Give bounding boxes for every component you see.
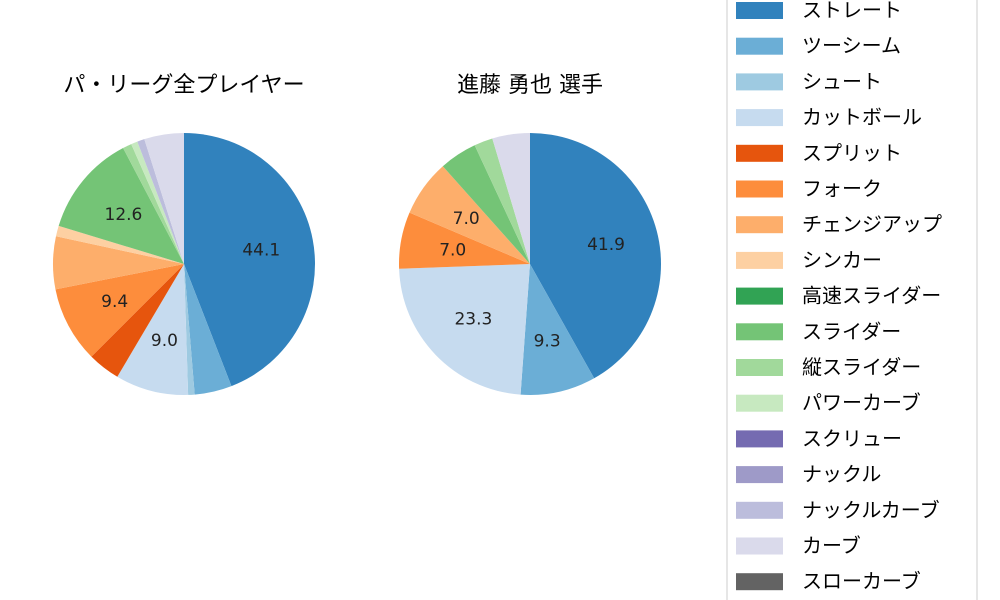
legend-label: ナックルカーブ bbox=[802, 498, 940, 522]
slice-value-label: 9.0 bbox=[151, 331, 178, 351]
pie-slice bbox=[117, 264, 189, 395]
pie-chart-league: パ・リーグ全プレイヤー 44.1 9.0 9.4 12.6 bbox=[52, 73, 316, 395]
legend: ストレートツーシームシュートカットボールスプリットフォークチェンジアップシンカー… bbox=[726, 0, 978, 600]
slice-value-label: 7.0 bbox=[453, 209, 480, 229]
legend-label: ツーシーム bbox=[802, 34, 901, 58]
legend-swatch bbox=[736, 501, 783, 519]
legend-swatch bbox=[736, 251, 783, 269]
legend-swatch bbox=[736, 287, 783, 305]
legend-swatch bbox=[736, 466, 783, 484]
pie-slice bbox=[520, 264, 595, 395]
legend-swatch bbox=[736, 216, 783, 234]
legend-swatch bbox=[736, 573, 783, 591]
slice-value-label: 41.9 bbox=[587, 235, 625, 255]
legend-swatch bbox=[736, 430, 783, 448]
legend-label: ナックル bbox=[802, 462, 881, 486]
legend-label: シンカー bbox=[802, 248, 882, 272]
legend-label: フォーク bbox=[802, 177, 882, 201]
pie-slice bbox=[58, 148, 184, 264]
legend-label: チェンジアップ bbox=[802, 212, 942, 236]
pie-title-league: パ・リーグ全プレイヤー bbox=[63, 73, 304, 98]
slice-value-label: 23.3 bbox=[454, 310, 492, 330]
slice-value-label: 44.1 bbox=[242, 241, 280, 261]
legend-label: パワーカーブ bbox=[802, 391, 921, 415]
legend-label: カーブ bbox=[802, 534, 861, 558]
legend-swatch bbox=[736, 537, 783, 555]
legend-label: スライダー bbox=[802, 319, 901, 343]
pie-slice bbox=[131, 141, 184, 264]
pie-slice bbox=[474, 138, 530, 264]
pie-slice bbox=[55, 264, 184, 357]
pie-slice bbox=[184, 264, 195, 395]
legend-label: スプリット bbox=[802, 141, 902, 165]
pie-slice bbox=[123, 144, 184, 264]
slice-value-label: 7.0 bbox=[439, 241, 466, 261]
legend-label: カットボール bbox=[802, 105, 922, 129]
legend-label: ストレート bbox=[802, 0, 902, 22]
legend-label: 高速スライダー bbox=[802, 284, 941, 308]
pie-slice bbox=[137, 139, 184, 264]
legend-label: スクリュー bbox=[802, 426, 902, 450]
pie-slice bbox=[144, 133, 184, 264]
pie-slice bbox=[184, 264, 232, 395]
pie-slice bbox=[399, 264, 530, 395]
pie-slice bbox=[442, 145, 530, 264]
legend-swatch bbox=[736, 73, 783, 91]
pie-slice bbox=[55, 225, 184, 264]
pie-slice bbox=[184, 133, 316, 387]
pie-slice bbox=[52, 236, 184, 290]
slice-value-label: 9.3 bbox=[534, 332, 561, 352]
pie-title-player: 進藤 勇也 選手 bbox=[457, 73, 603, 98]
pie-chart-player: 進藤 勇也 選手 41.9 9.3 23.3 7.0 7.0 bbox=[399, 73, 661, 395]
pie-slice bbox=[492, 133, 530, 264]
pie-slice bbox=[530, 133, 661, 379]
legend-swatch bbox=[736, 359, 783, 376]
legend-label: 縦スライダー bbox=[802, 355, 921, 379]
pie-slice bbox=[409, 166, 530, 264]
legend-label: シュート bbox=[802, 69, 882, 93]
slice-value-label: 9.4 bbox=[101, 292, 128, 312]
pie-slice bbox=[91, 264, 184, 377]
legend-swatch bbox=[736, 323, 783, 341]
legend-label: スローカーブ bbox=[802, 569, 921, 593]
legend-swatch bbox=[736, 144, 783, 162]
legend-swatch bbox=[736, 109, 783, 127]
legend-swatch bbox=[736, 394, 783, 412]
pie-slice bbox=[399, 212, 530, 269]
legend-swatch bbox=[736, 180, 783, 198]
legend-frame bbox=[726, 0, 978, 600]
slice-value-label: 12.6 bbox=[105, 205, 143, 225]
legend-swatch bbox=[736, 37, 783, 55]
legend-swatch bbox=[736, 2, 783, 19]
